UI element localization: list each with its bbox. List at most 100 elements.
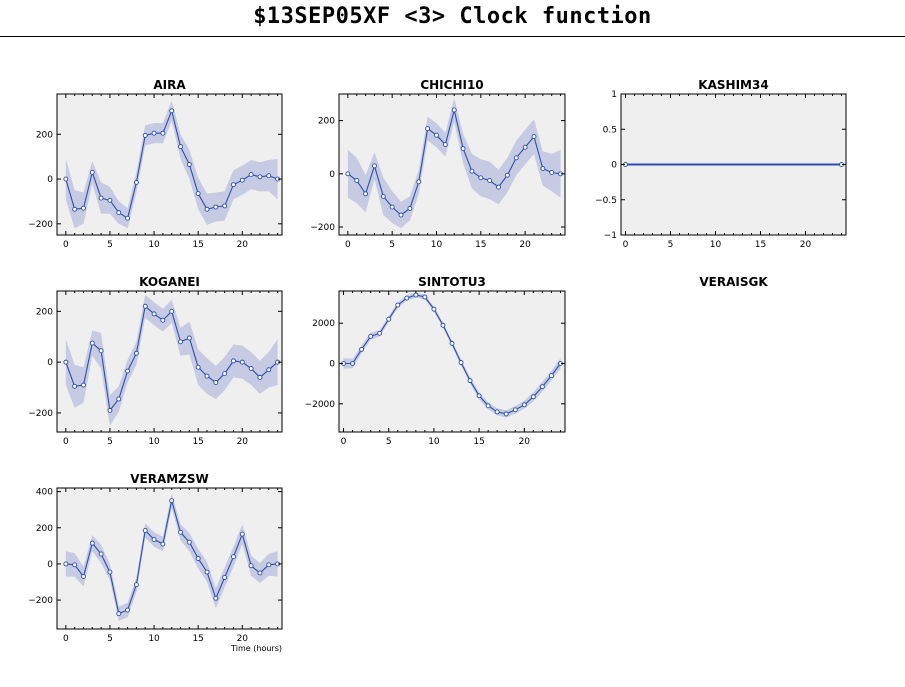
plot-frame	[338, 93, 566, 236]
page-title: $13SEP05XF <3> Clock function	[253, 4, 652, 29]
data-point	[377, 330, 383, 336]
data-point	[186, 335, 192, 341]
data-point	[416, 179, 422, 185]
x-tick-label: 10	[148, 437, 160, 447]
data-point	[425, 126, 431, 132]
x-tick-label: 10	[431, 240, 443, 250]
data-point	[63, 359, 69, 365]
data-point	[539, 384, 545, 390]
data-point	[404, 295, 410, 301]
data-point	[213, 204, 219, 210]
y-tick-label: −0.5	[595, 196, 617, 206]
data-point	[98, 195, 104, 201]
data-point	[98, 551, 104, 557]
data-point	[395, 302, 401, 308]
data-point	[549, 170, 555, 175]
uncertainty-band	[65, 294, 278, 426]
x-axis-label: Time (hours)	[230, 644, 282, 653]
x-tick-label: 20	[237, 437, 249, 447]
data-point	[372, 163, 377, 169]
data-point	[89, 540, 95, 546]
data-point	[239, 177, 245, 183]
y-tick-label: 0.5	[603, 125, 617, 135]
uncertainty-band	[65, 100, 278, 229]
data-point	[169, 498, 175, 504]
panel-title: CHICHI10	[420, 78, 483, 92]
plot-frame	[56, 290, 283, 433]
chart-panel: VERAMZSW 0 5 10 15 20 −200 0 200 400 Time (hours)	[28, 472, 283, 653]
data-point	[442, 142, 448, 147]
data-point	[422, 294, 428, 300]
data-point	[107, 407, 113, 413]
title-divider	[0, 36, 905, 37]
data-point	[469, 168, 475, 174]
data-point	[413, 292, 419, 298]
data-point	[440, 322, 446, 328]
panel-title: VERAISGK	[699, 275, 768, 289]
data-point	[63, 176, 69, 182]
data-point	[142, 132, 148, 138]
data-point	[248, 563, 254, 569]
y-tick-label: 0	[611, 161, 617, 171]
data-point	[407, 205, 413, 211]
x-tick-label: 5	[107, 437, 113, 447]
data-point	[186, 539, 192, 545]
data-point	[231, 358, 236, 364]
y-tick-label: −200	[310, 223, 335, 233]
x-tick-label: 0	[341, 437, 347, 447]
data-point	[116, 611, 122, 617]
y-tick-label: −2000	[305, 400, 336, 410]
x-tick-label: 5	[389, 240, 395, 250]
panel-title: SINTOTU3	[418, 275, 486, 289]
x-tick-label: 15	[192, 634, 203, 644]
y-tick-label: −1	[604, 231, 617, 241]
chart-panel: CHICHI10 0 5 10 15 20 −200 0 200	[310, 78, 566, 250]
data-point	[89, 340, 95, 346]
y-tick-label: 200	[36, 130, 53, 140]
x-tick-label: 15	[473, 437, 484, 447]
x-tick-label: 5	[107, 634, 113, 644]
chart-panel: KOGANEI 0 5 10 15 20 −200 0 200	[28, 275, 283, 447]
data-point	[531, 134, 537, 140]
x-tick-label: 20	[237, 240, 249, 250]
x-tick-label: 10	[148, 634, 160, 644]
data-point	[522, 144, 528, 150]
data-point	[540, 166, 546, 171]
y-tick-label: −200	[28, 409, 53, 419]
y-tick-label: 2000	[312, 319, 335, 329]
data-point	[248, 366, 254, 371]
y-tick-label: 400	[36, 488, 53, 498]
data-point	[178, 339, 183, 345]
data-point	[222, 371, 228, 377]
chart-panel: KASHIM34 0 5 10 15 20 −1 −0.5 0 0.5 1	[595, 78, 847, 250]
data-point	[487, 178, 493, 183]
x-tick-label: 15	[755, 240, 766, 250]
data-point	[476, 393, 482, 399]
data-point	[63, 561, 69, 567]
x-tick-label: 15	[192, 437, 203, 447]
data-point	[363, 191, 369, 197]
x-tick-label: 0	[623, 240, 629, 250]
data-point	[195, 556, 201, 561]
data-point	[359, 346, 365, 352]
data-point	[107, 197, 113, 203]
data-point	[142, 303, 148, 309]
data-point	[239, 359, 245, 365]
panel-title: VERAMZSW	[130, 472, 209, 486]
data-point	[386, 316, 392, 322]
data-point	[222, 203, 228, 209]
y-tick-label: 0	[47, 358, 53, 368]
x-tick-label: 5	[668, 240, 674, 250]
data-point	[204, 373, 210, 379]
data-point	[160, 317, 166, 323]
data-point	[89, 169, 95, 175]
data-point	[257, 174, 263, 180]
data-point	[504, 172, 510, 178]
data-point	[151, 537, 157, 542]
data-point	[512, 407, 518, 413]
chart-panel: AIRA 0 5 10 15 20 −200 0 200	[28, 78, 283, 250]
data-point	[467, 378, 473, 384]
data-point	[98, 348, 104, 354]
x-tick-label: 0	[63, 437, 69, 447]
y-tick-label: 0	[329, 360, 335, 370]
